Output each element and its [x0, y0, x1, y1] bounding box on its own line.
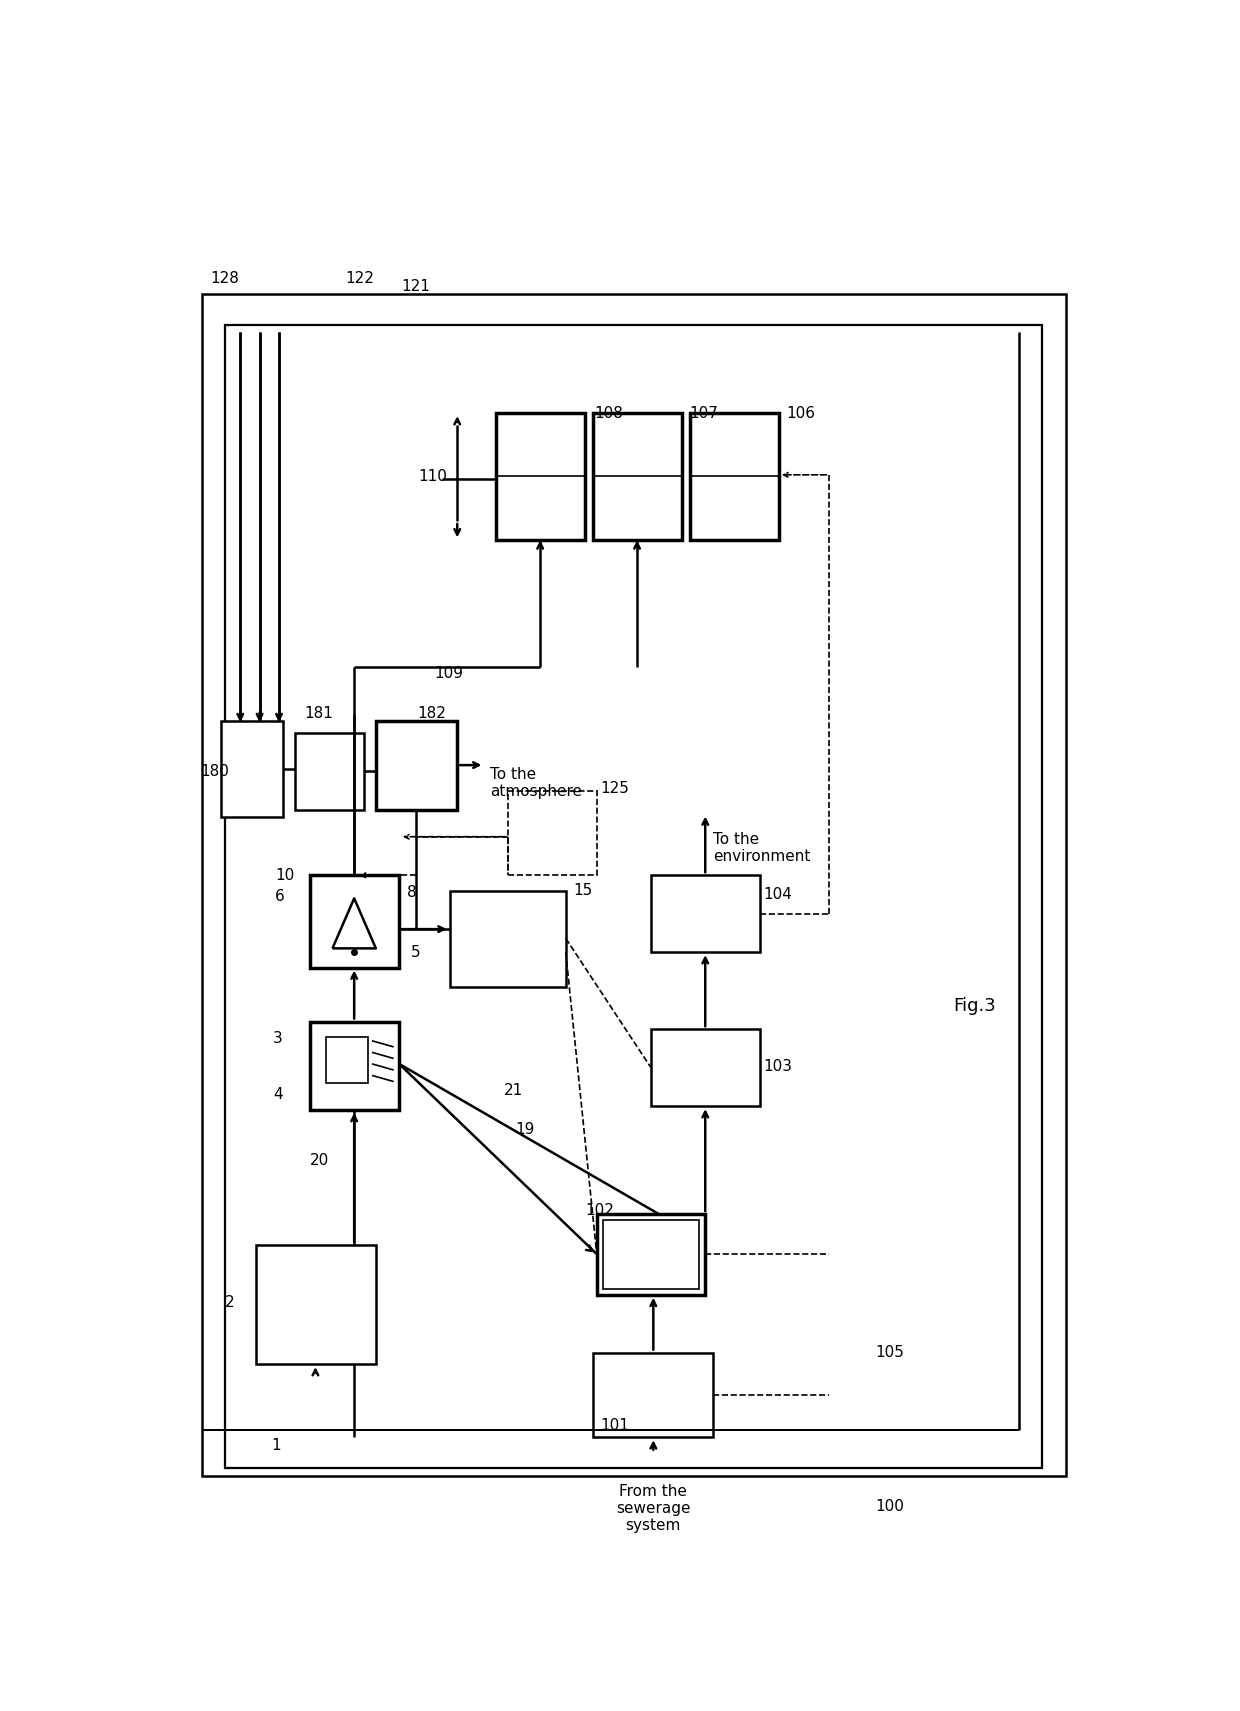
Bar	[325, 1037, 368, 1083]
Text: 107: 107	[689, 406, 719, 421]
Bar	[310, 876, 399, 968]
Text: 19: 19	[516, 1122, 534, 1136]
Text: 121: 121	[402, 279, 430, 294]
Bar	[310, 1021, 399, 1110]
Text: 110: 110	[419, 469, 448, 484]
Text: From the
sewerage
system: From the sewerage system	[616, 1483, 691, 1533]
Text: 128: 128	[211, 270, 239, 286]
Text: 15: 15	[573, 883, 593, 898]
Text: 180: 180	[200, 763, 229, 779]
Text: 3: 3	[273, 1032, 283, 1045]
Text: To the
environment: To the environment	[713, 832, 811, 864]
Text: 105: 105	[875, 1345, 905, 1360]
Text: 106: 106	[786, 406, 816, 421]
Text: 101: 101	[600, 1418, 630, 1434]
Bar	[449, 891, 565, 987]
Bar	[593, 414, 682, 541]
Bar	[255, 1246, 376, 1364]
Bar	[221, 722, 283, 818]
Text: 5: 5	[410, 944, 420, 960]
Text: 182: 182	[417, 707, 446, 720]
Bar	[651, 1030, 759, 1107]
Text: 6: 6	[275, 890, 285, 905]
Text: To the
atmosphere: To the atmosphere	[490, 767, 582, 799]
Text: 109: 109	[434, 666, 463, 681]
Text: 100: 100	[875, 1499, 905, 1514]
Text: 20: 20	[310, 1153, 330, 1167]
Bar	[603, 1220, 699, 1288]
Text: 125: 125	[600, 782, 630, 797]
Text: 104: 104	[764, 886, 792, 902]
Text: 108: 108	[594, 406, 624, 421]
Text: 103: 103	[764, 1059, 792, 1075]
Text: 4: 4	[273, 1086, 283, 1102]
Bar	[689, 414, 779, 541]
Text: 1: 1	[272, 1437, 281, 1453]
Text: 2: 2	[224, 1295, 234, 1311]
Text: Fig.3: Fig.3	[954, 998, 996, 1015]
Bar	[224, 325, 1043, 1468]
Bar	[201, 294, 1065, 1477]
Bar	[596, 1215, 706, 1295]
Bar	[651, 876, 759, 953]
Text: 102: 102	[585, 1203, 614, 1218]
Bar	[376, 722, 458, 809]
Bar	[496, 414, 585, 541]
Bar	[593, 1353, 713, 1437]
Text: 10: 10	[275, 867, 294, 883]
Bar	[295, 732, 365, 809]
Bar	[507, 790, 596, 876]
Text: 21: 21	[503, 1083, 523, 1098]
Text: 181: 181	[305, 707, 334, 720]
Text: 8: 8	[407, 885, 417, 900]
Text: 122: 122	[345, 270, 373, 286]
